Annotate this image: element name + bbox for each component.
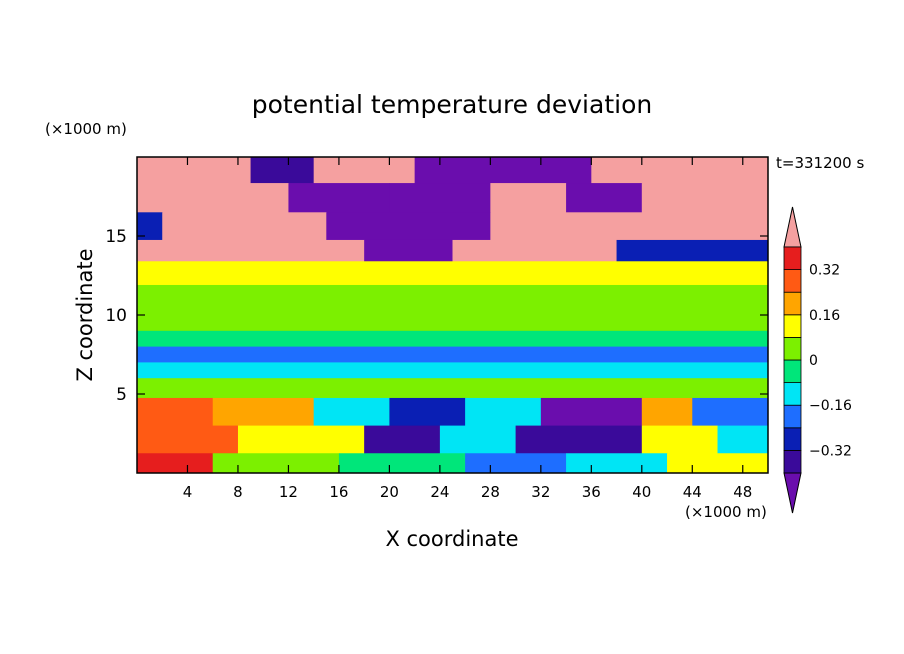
heatmap-cell (212, 453, 340, 473)
heatmap-cell (137, 157, 252, 184)
colorbar-swatch (783, 449, 802, 474)
x-tick-label: 12 (279, 483, 298, 501)
heatmap-cell (364, 425, 441, 454)
colorbar-tick-label: 0.16 (809, 308, 840, 324)
x-tick-label: 40 (632, 483, 651, 501)
heatmap-cell (540, 397, 643, 427)
x-tick-label: 16 (329, 483, 348, 501)
heatmap-cell (137, 239, 365, 262)
heatmap-cell (137, 362, 768, 379)
colorbar-extend-max (783, 206, 802, 248)
x-tick-label: 20 (380, 483, 399, 501)
colorbar-swatch (783, 291, 802, 316)
time-label: t=331200 s (776, 154, 864, 172)
heatmap-cell (692, 397, 768, 427)
colorbar-tick-label: 0 (809, 353, 818, 369)
heatmap-cell (452, 239, 618, 262)
heatmap-cell (313, 397, 390, 427)
heatmap-cell (717, 425, 768, 454)
y-tick-label: 10 (105, 306, 127, 326)
heatmap-cell (389, 183, 491, 213)
heatmap-cell (313, 157, 416, 184)
heatmap-cell (137, 261, 768, 286)
colorbar-swatch (783, 269, 802, 293)
y-tick-label: 5 (116, 385, 127, 405)
heatmap-cell (137, 311, 768, 332)
heatmap-cell (162, 212, 327, 241)
y-tick-label: 15 (105, 227, 127, 247)
heatmap-cell (288, 183, 390, 213)
colorbar-swatch (783, 404, 802, 429)
heatmap-cell (515, 425, 643, 454)
colorbar-swatch (783, 359, 802, 384)
heatmap-cell (641, 425, 719, 454)
heatmap-cell (326, 212, 491, 241)
heatmap-cell (591, 157, 768, 184)
x-tick-label: 24 (430, 483, 449, 501)
heatmap-cell (490, 212, 668, 241)
x-tick-label: 4 (183, 483, 193, 501)
heatmap-cell (137, 453, 214, 473)
colorbar-swatch (783, 336, 802, 361)
y-unit-label: (×1000 m) (45, 120, 127, 138)
heatmap-cell (389, 397, 466, 427)
x-tick-label: 48 (733, 483, 752, 501)
y-axis-ticks: 5 10 15 (105, 227, 768, 405)
heatmap-cell (616, 239, 768, 262)
colorbar: 0.32 0.16 0 −0.16 −0.32 (783, 206, 852, 514)
heatmap-cell (212, 397, 315, 427)
x-unit-label: (×1000 m) (685, 503, 767, 521)
y-axis-label: Z coordinate (73, 248, 97, 381)
colorbar-swatch (783, 246, 802, 271)
x-tick-label: 36 (582, 483, 601, 501)
heatmap-cell (250, 157, 315, 184)
colorbar-extend-min (783, 472, 802, 514)
x-tick-label: 8 (233, 483, 243, 501)
colorbar-tick-label: −0.16 (809, 398, 852, 414)
x-tick-label: 44 (683, 483, 702, 501)
colorbar-swatch (783, 427, 802, 451)
heatmap-cell (237, 425, 365, 454)
heatmap-field (137, 157, 768, 473)
heatmap-cell (566, 453, 668, 473)
chart-title: potential temperature deviation (252, 90, 652, 119)
heatmap-cell (338, 453, 466, 473)
x-tick-label: 32 (531, 483, 550, 501)
heatmap-cell (490, 183, 567, 213)
heatmap-cell (137, 346, 768, 363)
colorbar-tick-label: 0.32 (809, 263, 840, 279)
heatmap-cell (364, 239, 453, 262)
colorbar-swatch (783, 314, 802, 338)
heatmap-cell (137, 330, 768, 348)
colorbar-tick-label: −0.32 (809, 443, 852, 459)
heatmap-cell (137, 183, 289, 213)
heatmap-cell (465, 397, 542, 427)
x-tick-label: 28 (481, 483, 500, 501)
x-axis-ticks: 4 8 12 16 20 24 28 32 36 40 44 48 (183, 157, 752, 501)
heatmap-cell (137, 284, 768, 312)
heatmap-cell (439, 425, 517, 454)
heatmap-cell (566, 183, 643, 213)
heatmap-cell (137, 425, 239, 454)
heatmap-cell (667, 453, 768, 473)
heatmap-cell (641, 397, 693, 427)
heatmap-cell (465, 453, 567, 473)
x-axis-label: X coordinate (385, 527, 518, 551)
heatmap-cell (414, 157, 592, 184)
heatmap-cell (641, 183, 768, 213)
colorbar-swatch (783, 382, 802, 406)
heatmap-cell (137, 378, 768, 399)
heatmap-cell (137, 397, 214, 427)
heatmap-cell (667, 212, 768, 241)
